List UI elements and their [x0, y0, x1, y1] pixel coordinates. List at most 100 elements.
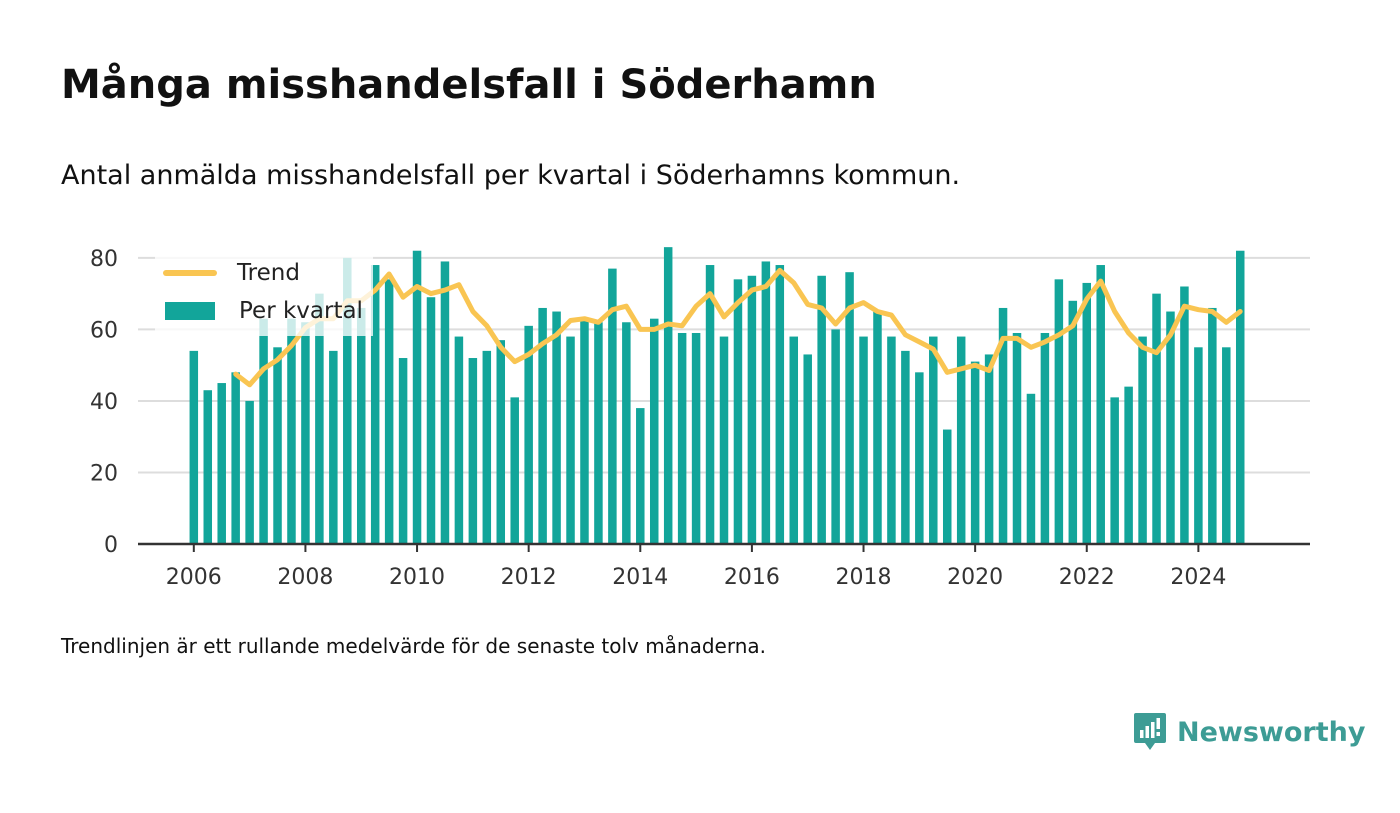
bar	[929, 336, 938, 544]
x-tick-label: 2022	[1059, 565, 1115, 590]
bar	[468, 358, 478, 544]
y-tick-label: 40	[90, 390, 118, 415]
bar	[636, 408, 645, 544]
bar	[984, 354, 994, 544]
bar	[594, 322, 603, 544]
bar	[454, 336, 464, 544]
x-tick-label: 2024	[1170, 565, 1226, 590]
chart-legend: Trend Per kvartal	[155, 250, 373, 336]
bar	[873, 311, 882, 544]
bar	[580, 318, 589, 544]
x-tick-label: 2010	[389, 565, 445, 590]
bar	[1194, 347, 1203, 544]
bar	[677, 332, 687, 544]
bar	[1180, 286, 1189, 544]
bar	[1138, 336, 1147, 544]
x-tick-label: 2014	[612, 565, 668, 590]
bar	[845, 272, 854, 544]
bar	[719, 336, 729, 544]
brand-name: Newsworthy	[1177, 716, 1366, 748]
bar	[622, 322, 631, 544]
bar	[1040, 332, 1050, 544]
bar	[1096, 265, 1105, 544]
bar	[1124, 386, 1133, 544]
bar	[538, 307, 547, 544]
bar	[510, 397, 519, 544]
newsworthy-logo-icon	[1134, 713, 1166, 750]
bar	[956, 336, 966, 544]
bar	[217, 383, 226, 544]
bar	[663, 247, 673, 544]
legend-item-trend: Trend	[163, 254, 363, 292]
bar	[789, 336, 799, 544]
bar	[245, 400, 254, 544]
bar	[329, 350, 338, 544]
bar	[426, 297, 436, 544]
bar	[412, 250, 422, 544]
bar	[1026, 393, 1036, 544]
legend-label-bars: Per kvartal	[239, 298, 363, 324]
y-tick-label: 60	[90, 318, 118, 343]
bar	[970, 361, 980, 544]
bar	[273, 347, 282, 544]
legend-swatch-trend	[163, 270, 217, 276]
bar	[287, 318, 296, 544]
bar	[705, 265, 715, 544]
bar	[733, 279, 743, 544]
x-tick-label: 2020	[947, 565, 1003, 590]
bar	[915, 372, 924, 544]
y-tick-label: 80	[90, 247, 118, 272]
brand-logo[interactable]: Newsworthy	[1133, 712, 1365, 752]
bar	[440, 261, 450, 544]
bar	[761, 261, 771, 544]
bar	[1152, 293, 1161, 544]
bar	[524, 325, 533, 544]
bar	[1166, 311, 1175, 544]
bar	[315, 293, 324, 544]
chart-footnote: Trendlinjen är ett rullande medelvärde f…	[61, 634, 767, 658]
bar	[608, 268, 617, 544]
bar	[398, 358, 408, 544]
bar	[831, 329, 840, 544]
bar	[301, 322, 310, 544]
bar	[370, 265, 380, 544]
legend-label-trend: Trend	[237, 260, 300, 286]
x-tick-label: 2016	[724, 565, 780, 590]
bar	[775, 265, 785, 544]
bar	[1012, 332, 1022, 544]
bar	[901, 350, 910, 544]
bar	[998, 307, 1008, 544]
bar	[859, 336, 868, 544]
bar	[384, 279, 394, 544]
bar	[482, 350, 492, 544]
bar	[887, 336, 896, 544]
x-tick-label: 2006	[166, 565, 222, 590]
bar	[1054, 279, 1064, 544]
bar	[747, 275, 757, 544]
bar	[259, 318, 268, 544]
bar	[691, 332, 701, 544]
chart-subtitle: Antal anmälda misshandelsfall per kvarta…	[61, 160, 961, 191]
bar	[552, 311, 561, 544]
chart-title: Många misshandelsfall i Söderhamn	[61, 62, 877, 108]
bar	[231, 372, 240, 544]
bar	[203, 390, 213, 544]
bar	[356, 307, 366, 544]
bar	[1082, 282, 1092, 544]
bar	[343, 257, 352, 544]
y-tick-label: 20	[90, 461, 118, 486]
trend-line	[233, 267, 1243, 388]
bar	[1222, 347, 1231, 544]
x-tick-label: 2008	[277, 565, 333, 590]
bar	[496, 340, 506, 544]
bar	[1235, 250, 1245, 544]
legend-swatch-bars	[165, 302, 215, 320]
bar	[1208, 307, 1217, 544]
bar	[942, 429, 952, 544]
bar	[189, 350, 199, 544]
x-tick-label: 2018	[836, 565, 892, 590]
bar	[1068, 300, 1078, 544]
bar	[803, 354, 812, 544]
x-tick-label: 2012	[501, 565, 557, 590]
legend-item-bars: Per kvartal	[163, 292, 363, 330]
